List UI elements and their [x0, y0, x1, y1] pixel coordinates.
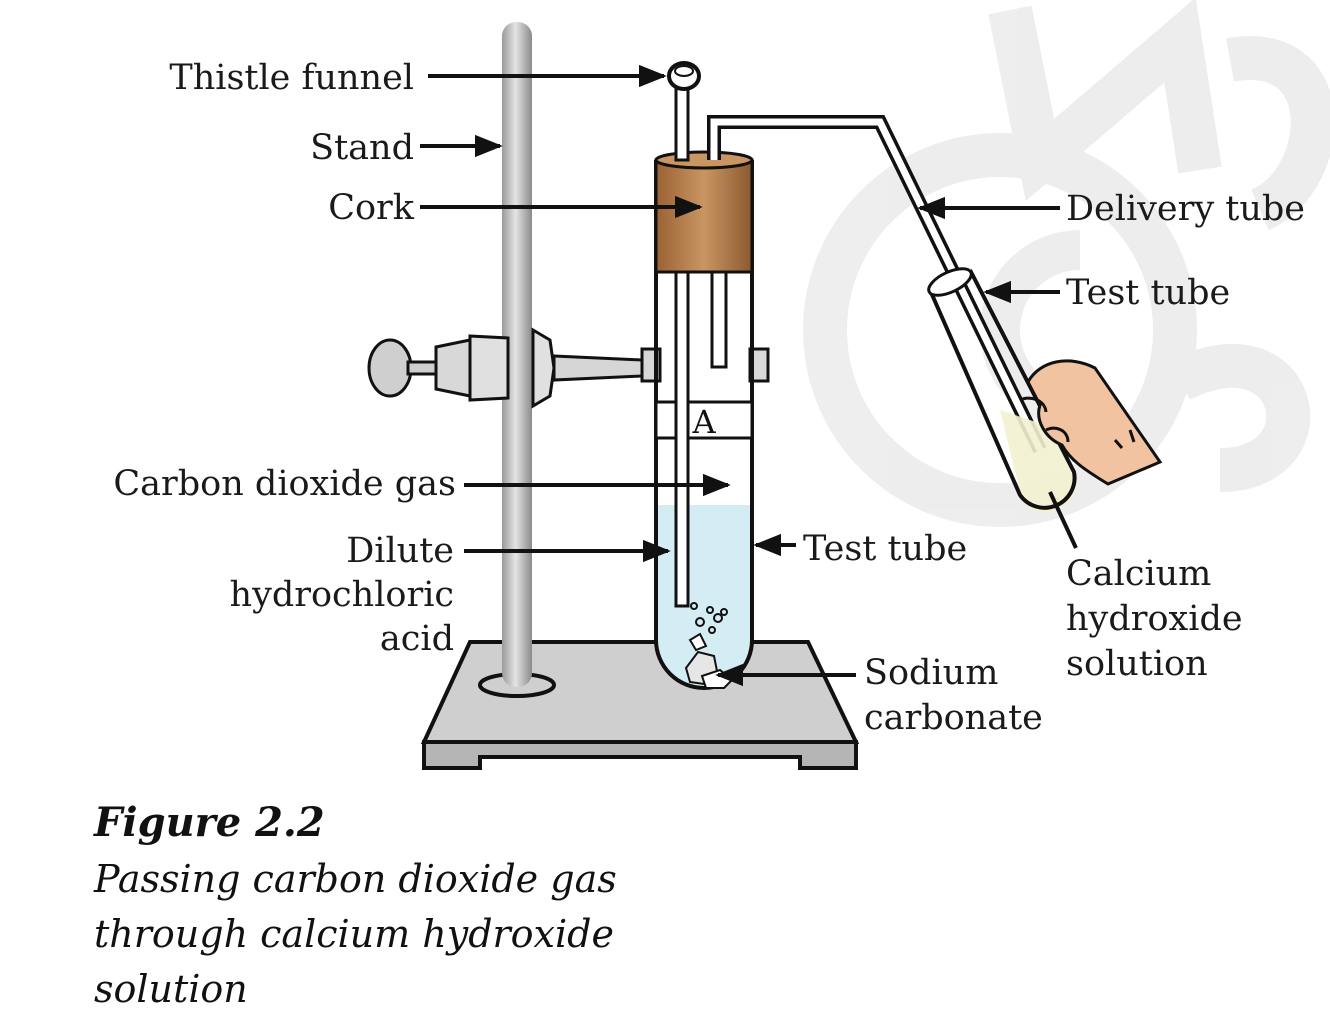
label-delivery-tube: Delivery tube	[1066, 189, 1305, 229]
label-calcium-hydroxide-line3: solution	[1066, 644, 1208, 684]
label-calcium-hydroxide-line1: Calcium	[1066, 554, 1211, 594]
label-stand: Stand	[310, 128, 414, 168]
label-sodium-carbonate-line1: Sodium	[864, 653, 998, 693]
caption-line-3: solution	[94, 967, 248, 1011]
stand-rod	[502, 22, 532, 687]
label-dilute-hcl-line3: acid	[380, 619, 454, 659]
caption-line-2: through calcium hydroxide	[94, 912, 614, 956]
label-dilute-hcl-line2: hydrochloric	[230, 575, 454, 615]
main-test-tube: A	[654, 160, 754, 690]
label-carbon-dioxide-gas: Carbon dioxide gas	[113, 464, 456, 504]
hand	[1019, 359, 1163, 486]
leader-lines	[420, 64, 1078, 687]
thistle-funnel	[667, 61, 701, 608]
cork	[654, 150, 754, 274]
label-sodium-carbonate-line2: carbonate	[864, 698, 1043, 738]
stand-base	[420, 640, 860, 770]
label-calcium-hydroxide-line2: hydroxide	[1066, 599, 1243, 639]
label-test-tube-right: Test tube	[1066, 273, 1230, 313]
label-dilute-hcl-line1: Dilute	[346, 531, 454, 571]
calcium-hydroxide-line	[1048, 491, 1078, 549]
caption-line-1: Passing carbon dioxide gas	[93, 857, 617, 901]
label-test-tube-main: Test tube	[803, 529, 967, 569]
tube-letter-label: A	[691, 403, 716, 441]
label-thistle-funnel: Thistle funnel	[169, 58, 414, 98]
clamp	[367, 327, 770, 409]
label-cork: Cork	[328, 188, 415, 228]
figure-title: Figure 2.2	[93, 799, 325, 846]
